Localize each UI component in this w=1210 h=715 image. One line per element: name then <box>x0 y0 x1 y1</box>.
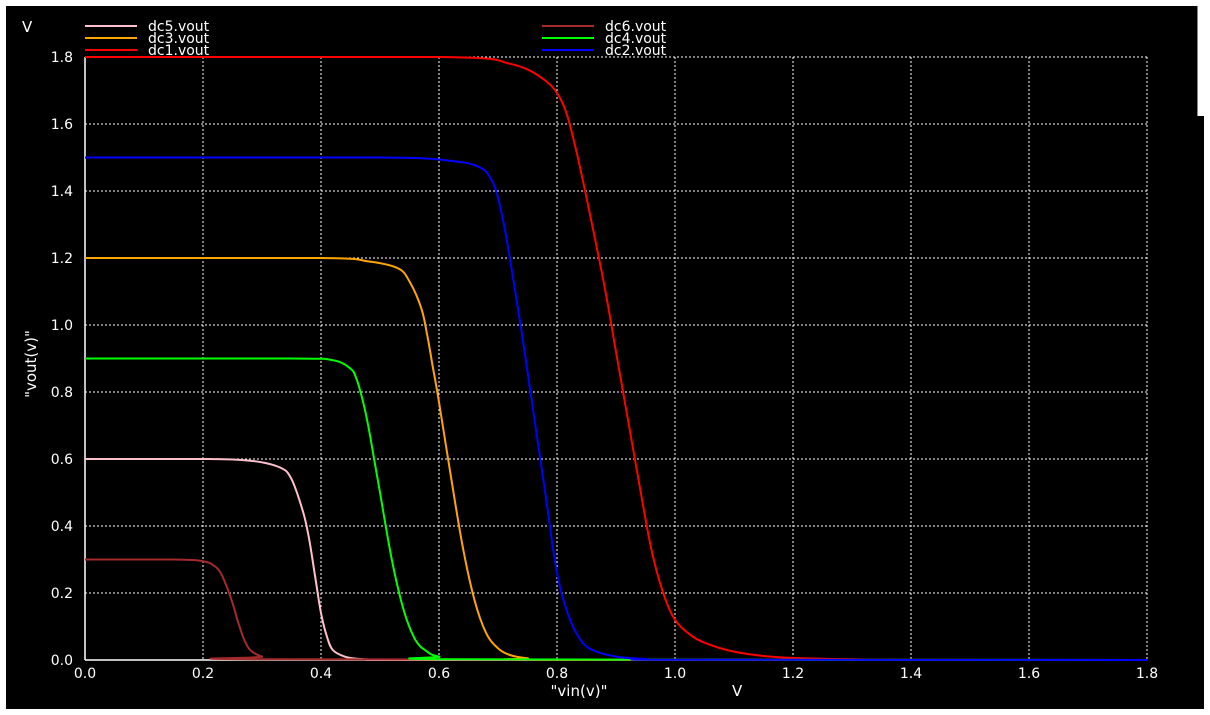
legend-label: dc2.vout <box>605 43 667 59</box>
scroll-tab[interactable] <box>1197 6 1204 116</box>
x-axis-unit: V <box>732 682 743 700</box>
series-group <box>85 55 1148 662</box>
y-tick-label: 1.6 <box>51 117 73 133</box>
x-tick-label: 0.4 <box>310 666 332 682</box>
y-tick-label: 0.0 <box>51 653 73 669</box>
y-axis-unit: V <box>22 18 33 36</box>
series-line-dc4-vout <box>85 357 1148 661</box>
series-line-dc2-vout <box>85 156 1148 661</box>
x-tick-label: 1.8 <box>1136 666 1158 682</box>
legend-label: dc4.vout <box>605 31 667 47</box>
legend-label: dc3.vout <box>148 31 210 47</box>
x-tick-label: 1.2 <box>782 666 804 682</box>
y-tick-label: 0.4 <box>51 519 73 535</box>
x-tick-label: 1.0 <box>664 666 686 682</box>
y-tick-label: 0.6 <box>51 452 73 468</box>
y-tick-label: 0.8 <box>51 385 73 401</box>
legend-label: dc6.vout <box>605 19 667 35</box>
legend-label: dc5.vout <box>148 19 210 35</box>
y-tick-label: 1.4 <box>51 184 73 200</box>
series-line-dc6-vout <box>85 558 1148 661</box>
x-tick-label: 0.8 <box>546 666 568 682</box>
legend-label: dc1.vout <box>148 43 210 59</box>
x-tick-label: 0.2 <box>192 666 214 682</box>
y-tick-label: 1.2 <box>51 251 73 267</box>
plot-window[interactable]: 0.0 0.2 0.4 0.6 0.8 1.0 1.2 1.4 1.6 1.8 0.0 0.2 0.4 0… <box>6 6 1204 709</box>
line-chart[interactable]: 0.0 0.2 0.4 0.6 0.8 1.0 1.2 1.4 1.6 1.8 0.0 0.2 0.4 0… <box>6 6 1204 709</box>
y-axis-label: "vout(v)" <box>22 330 40 398</box>
x-tick-label: 1.6 <box>1018 666 1040 682</box>
x-tick-label: 0.6 <box>428 666 450 682</box>
series-line-dc1-vout <box>85 55 1147 661</box>
y-tick-label: 0.2 <box>51 586 73 602</box>
x-tick-label: 1.4 <box>900 666 922 682</box>
x-tick-label: 0.0 <box>74 666 96 682</box>
y-tick-label: 1.0 <box>51 318 73 334</box>
y-tick-label: 1.8 <box>51 50 73 66</box>
x-axis-label: "vin(v)" <box>551 682 608 700</box>
